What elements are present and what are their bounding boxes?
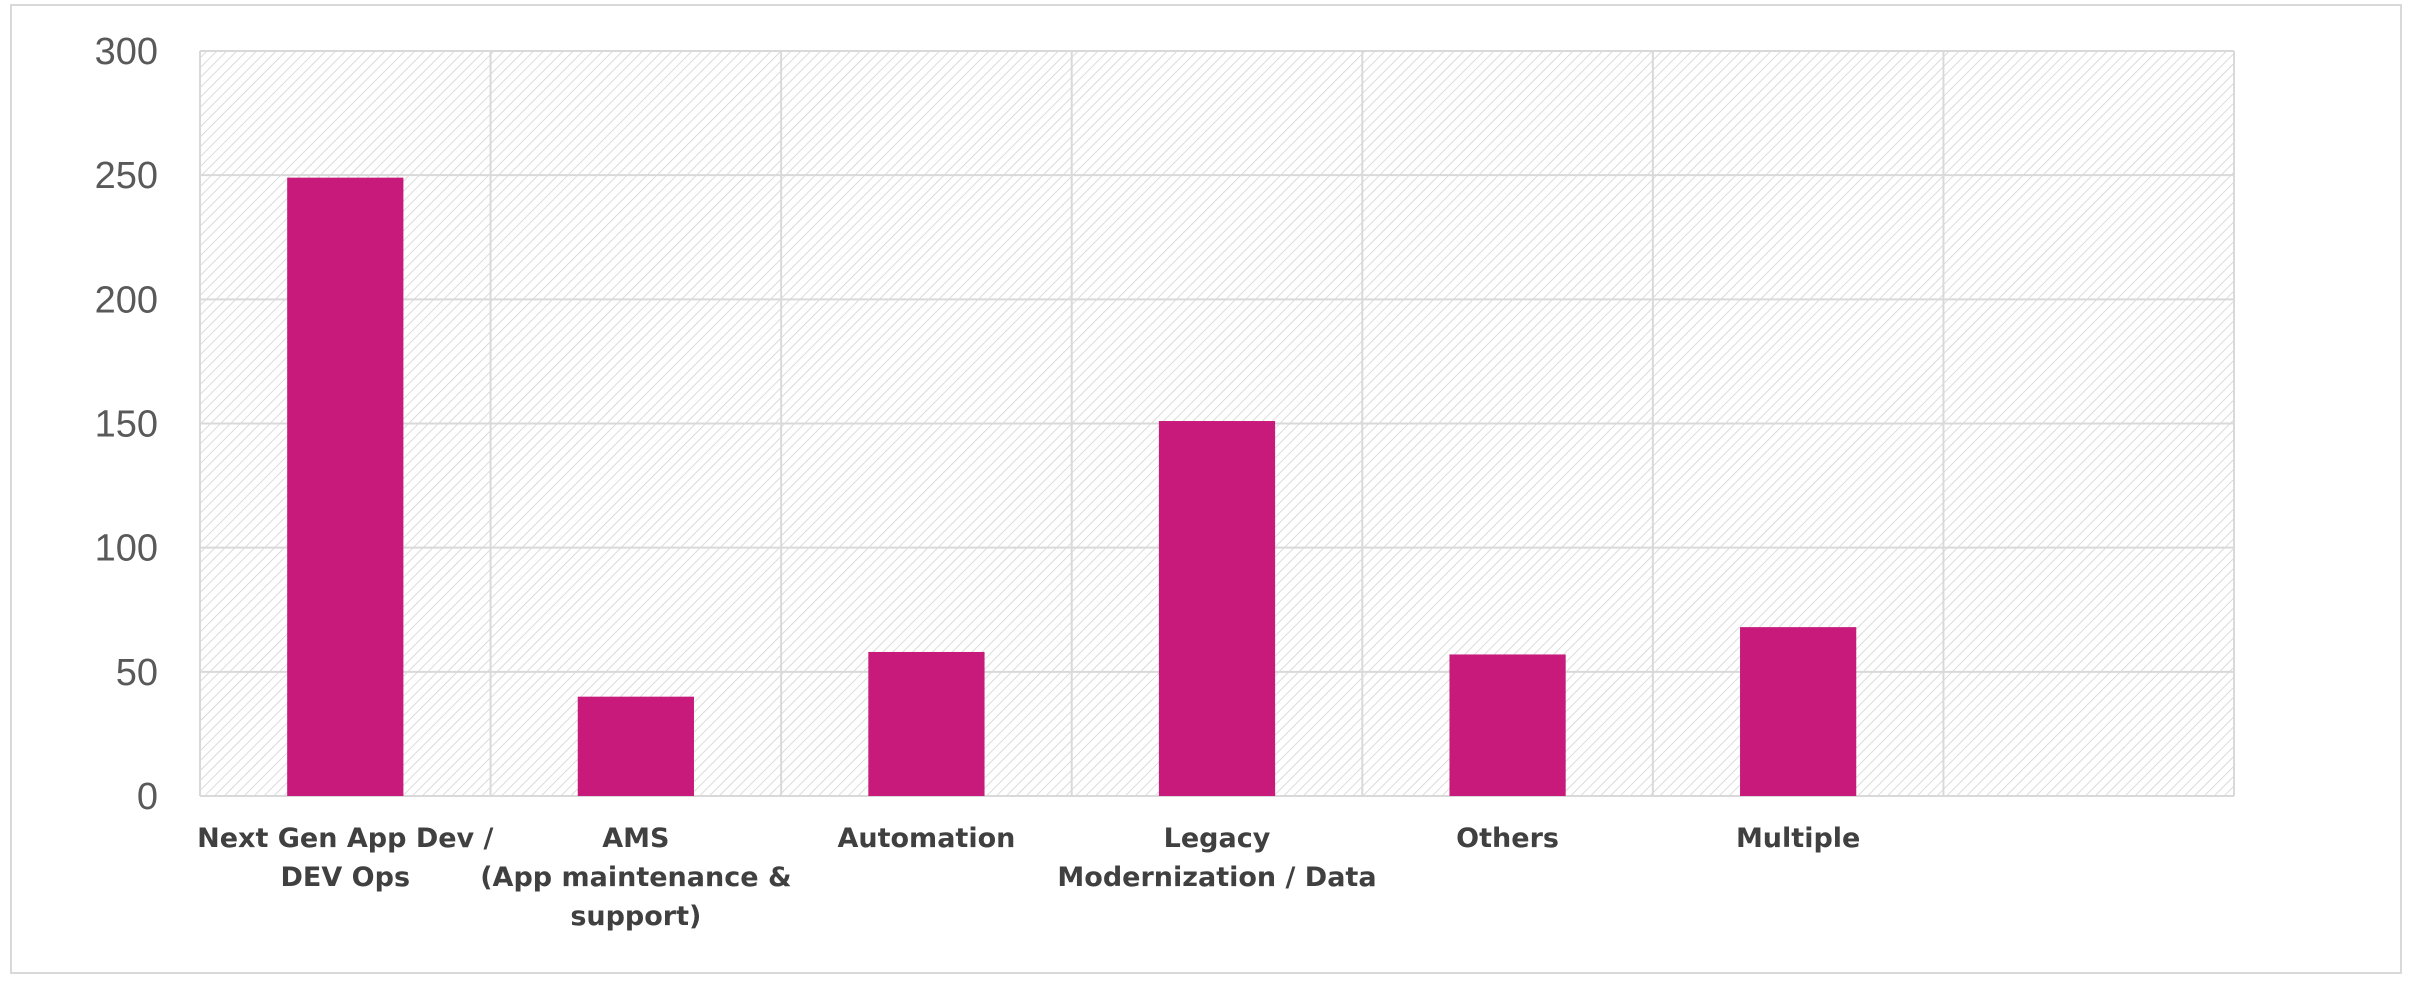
y-tick-label: 250: [95, 155, 158, 197]
y-tick-label: 0: [137, 776, 158, 818]
bar: [577, 696, 694, 796]
bar: [1740, 627, 1857, 796]
y-axis-ticks: 0 50 100 150 200 250 300: [95, 31, 158, 818]
y-tick-label: 200: [95, 279, 158, 321]
y-tick-label: 150: [95, 404, 158, 446]
x-tick-label: Multiple: [1736, 823, 1860, 854]
bar: [868, 651, 985, 796]
x-tick-label: AMS (App maintenance & support): [480, 823, 791, 932]
bar: [1449, 654, 1566, 796]
x-tick-label: Next Gen App Dev / DEV Ops: [197, 823, 493, 893]
x-tick-label: Automation: [837, 823, 1015, 854]
bar: [287, 177, 404, 796]
y-tick-label: 300: [95, 31, 158, 73]
x-tick-label: Others: [1456, 823, 1559, 854]
y-tick-label: 50: [116, 652, 158, 694]
bars: [287, 177, 1857, 796]
x-tick-label: Legacy Modernization / Data: [1057, 823, 1376, 893]
y-tick-label: 100: [95, 528, 158, 570]
bar: [1158, 421, 1276, 796]
